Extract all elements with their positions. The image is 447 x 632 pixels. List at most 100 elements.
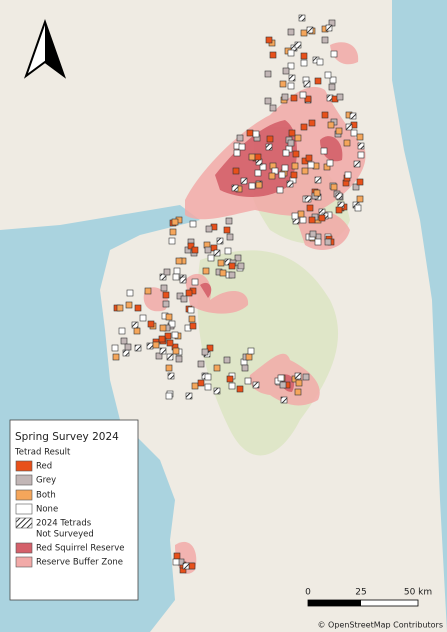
legend-swatch <box>15 474 33 486</box>
tetrad <box>314 77 322 85</box>
tetrad <box>306 26 314 34</box>
tetrad <box>280 396 288 404</box>
tetrad <box>247 347 255 355</box>
tetrad <box>116 304 124 312</box>
tetrad <box>349 112 357 120</box>
scale-label: 0 <box>305 588 311 598</box>
legend-swatch <box>15 542 33 554</box>
tetrad <box>120 337 128 345</box>
legend-label: Both <box>36 491 56 501</box>
tetrad <box>206 344 214 352</box>
tetrad <box>187 306 195 314</box>
tetrad <box>180 295 188 303</box>
tetrad <box>144 287 152 295</box>
tetrad <box>197 360 205 368</box>
tetrad <box>179 276 187 284</box>
tetrad <box>248 153 256 161</box>
tetrad <box>191 278 199 286</box>
tetrad <box>290 94 298 102</box>
tetrad <box>172 558 180 566</box>
tetrad <box>237 262 245 270</box>
tetrad <box>223 226 231 234</box>
tetrads <box>111 14 365 574</box>
tetrad <box>169 228 177 236</box>
tetrad <box>324 238 332 246</box>
tetrad <box>167 372 175 380</box>
tetrad <box>185 392 193 400</box>
tetrad <box>255 181 263 189</box>
tetrad <box>175 355 183 363</box>
tetrad <box>304 195 312 203</box>
tetrad <box>300 29 308 37</box>
tetrad <box>155 352 163 360</box>
tetrad <box>287 62 295 70</box>
tetrad <box>287 82 295 90</box>
tetrad <box>182 562 190 570</box>
tetrad <box>279 80 287 88</box>
tetrad <box>305 154 313 162</box>
tetrad <box>241 364 249 372</box>
tetrad <box>356 133 364 141</box>
tetrad <box>302 373 310 381</box>
tetrad <box>318 214 326 222</box>
tetrad <box>219 269 227 277</box>
tetrad <box>282 67 290 75</box>
tetrad <box>202 267 210 275</box>
tetrad <box>281 164 289 172</box>
tetrad <box>324 71 332 79</box>
tetrad <box>314 238 322 246</box>
tetrad <box>316 58 324 66</box>
tetrad <box>294 388 302 396</box>
tetrad <box>343 139 351 147</box>
tetrad <box>335 206 343 214</box>
legend-swatch <box>15 556 33 568</box>
tetrad <box>300 52 308 60</box>
tetrad <box>146 342 154 350</box>
tetrad <box>191 246 199 254</box>
tetrad <box>134 304 142 312</box>
tetrad <box>298 14 306 22</box>
tetrad <box>350 129 358 137</box>
tetrad <box>330 183 338 191</box>
tetrad <box>354 204 362 212</box>
tetrad <box>264 97 272 105</box>
tetrad <box>201 348 209 356</box>
tetrad <box>321 111 329 119</box>
tetrad <box>269 104 277 112</box>
tetrad <box>290 171 298 179</box>
sea <box>392 0 447 632</box>
tetrad <box>172 273 180 281</box>
tetrad <box>265 143 273 151</box>
tetrad <box>252 130 260 138</box>
tetrad <box>225 217 233 225</box>
tetrad <box>266 135 274 143</box>
legend-label: Not Surveyed <box>36 530 94 540</box>
tetrad <box>226 375 234 383</box>
tetrad <box>294 41 302 49</box>
legend-swatch <box>15 489 33 501</box>
tetrad <box>166 339 174 347</box>
north-arrow <box>23 18 67 79</box>
tetrad <box>304 95 312 103</box>
tetrad <box>216 237 224 245</box>
tetrad <box>314 176 322 184</box>
tetrad <box>308 216 316 224</box>
tetrad <box>303 80 311 88</box>
legend-subtitle: Tetrad Result <box>14 448 71 458</box>
tetrad <box>173 267 181 275</box>
tetrad <box>240 177 248 185</box>
tetrad <box>265 36 273 44</box>
tetrad <box>122 349 130 357</box>
legend-label: Reserve Buffer Zone <box>36 558 123 568</box>
tetrad <box>325 24 333 32</box>
tetrad <box>166 353 174 361</box>
tetrad <box>269 51 277 59</box>
legend-label: Grey <box>36 476 56 486</box>
tetrad <box>159 273 167 281</box>
tetrad <box>188 315 196 323</box>
tetrad <box>231 184 239 192</box>
tetrad <box>217 259 225 267</box>
tetrad <box>213 387 221 395</box>
tetrad <box>131 321 139 329</box>
tetrad <box>165 364 173 372</box>
